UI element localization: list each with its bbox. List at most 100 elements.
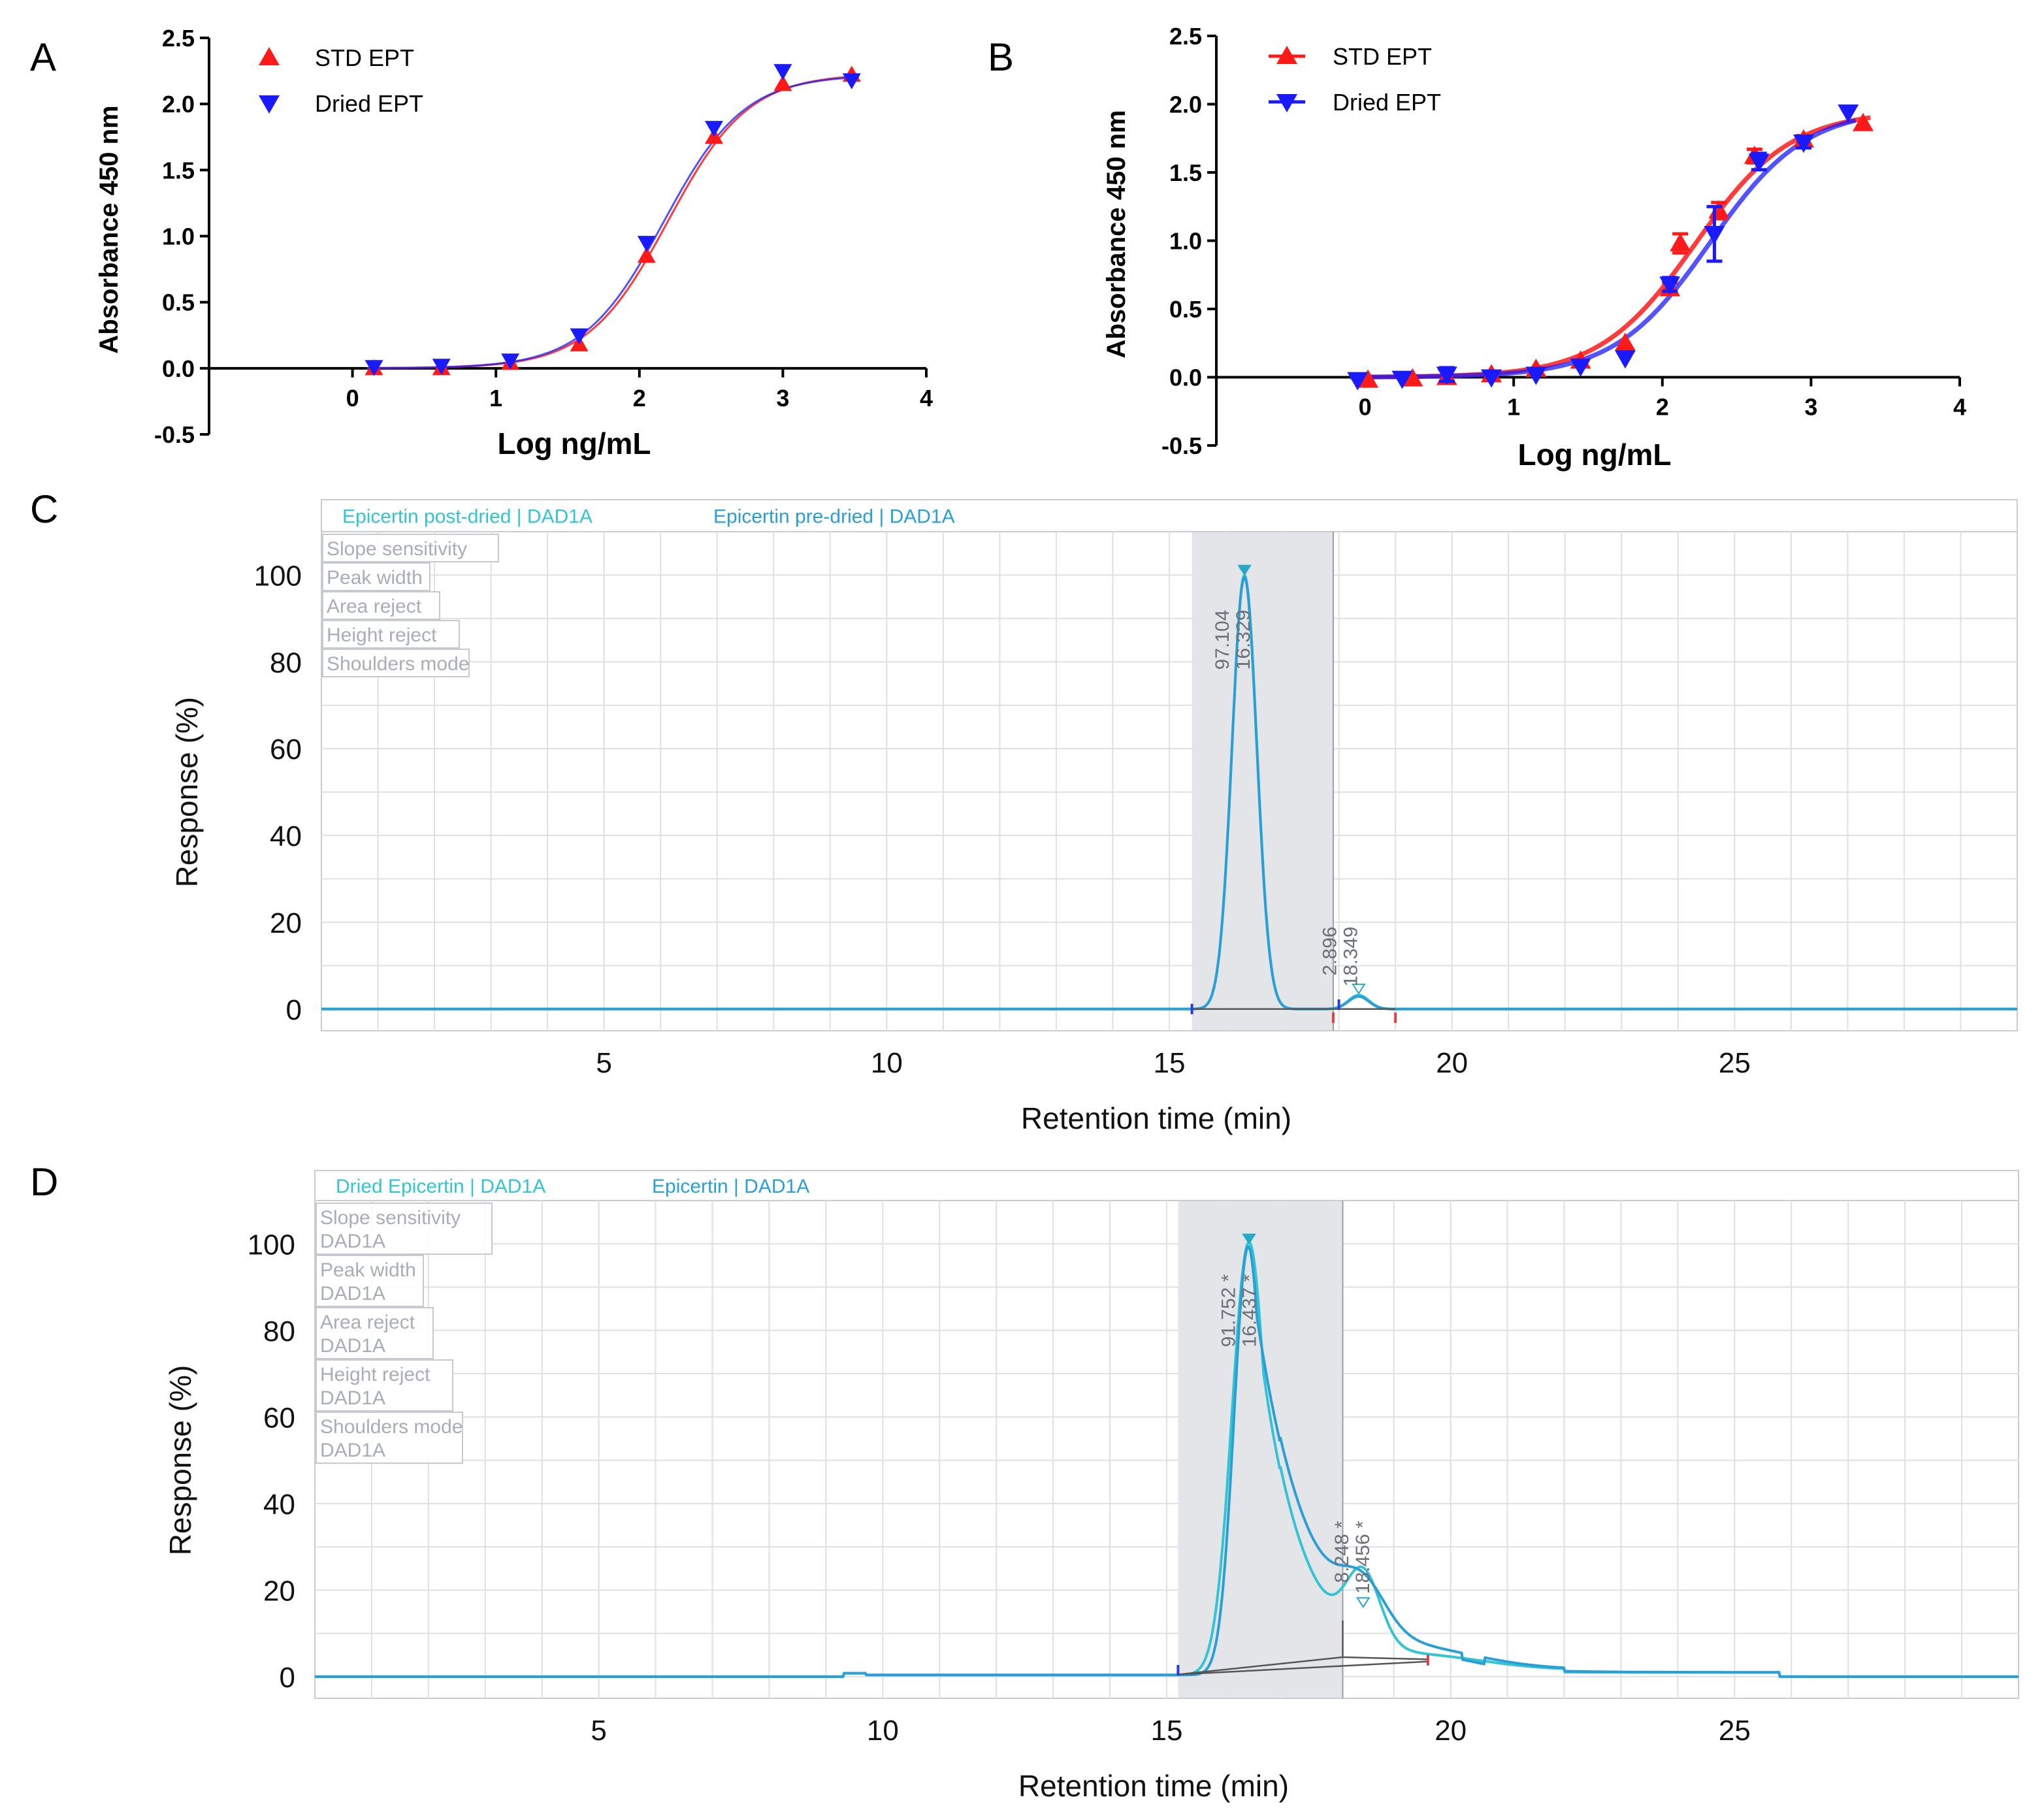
y-tick-label: 2.5 — [1169, 23, 1202, 50]
x-tick-label: 0 — [1359, 394, 1372, 421]
y-tick-label: 80 — [270, 647, 302, 679]
peak-area-label: 2.896 — [1319, 927, 1340, 976]
data-point-dried-ept — [842, 73, 861, 89]
data-point-dried-ept — [1793, 135, 1815, 154]
y-tick-label: 0 — [286, 994, 302, 1026]
y-tick-label: 1.0 — [1169, 228, 1202, 255]
x-tick-label: 5 — [591, 1715, 606, 1747]
x-tick-label: 3 — [776, 385, 789, 412]
y-axis-label: Absorbance 450 nm — [1102, 110, 1131, 358]
integration-param-label: Height reject — [327, 624, 437, 646]
y-axis-label: Response (%) — [170, 697, 204, 887]
peak-rt-label: 16.329 — [1233, 610, 1254, 670]
y-tick-label: 2.5 — [162, 25, 195, 52]
x-tick-label: 3 — [1804, 394, 1817, 421]
legend-label-std-ept: STD EPT — [315, 44, 414, 71]
y-tick-label: 60 — [270, 734, 302, 766]
data-point-dried-ept — [1436, 366, 1457, 385]
y-tick-label: 0.5 — [162, 289, 195, 316]
legend-marker-std-ept — [1276, 46, 1297, 64]
integration-param-label: Area reject — [320, 1312, 415, 1333]
x-tick-label: 20 — [1435, 1715, 1467, 1747]
x-tick-label: 10 — [871, 1047, 903, 1079]
peak-annotation-group: 97.104 16.329 — [1212, 610, 1254, 670]
panel-letter-d: D — [30, 1160, 58, 1204]
x-tick-label: 25 — [1719, 1047, 1751, 1079]
x-tick-label: 0 — [346, 385, 359, 412]
x-axis-label: Retention time (min) — [1021, 1101, 1291, 1135]
integration-param-box — [322, 562, 430, 591]
x-tick-label: 15 — [1151, 1715, 1183, 1747]
integration-param-detector: DAD1A — [320, 1335, 385, 1357]
integration-param-detector: DAD1A — [320, 1387, 385, 1409]
integration-param-box — [322, 620, 460, 649]
integration-param-label: Peak width — [320, 1259, 416, 1281]
peak-apex-marker — [1352, 983, 1366, 995]
legend-label-series-1: Dried Epicertin | DAD1A — [336, 1176, 545, 1197]
integration-param-label: Shoulders mode — [327, 653, 469, 675]
chromatogram-legend-box — [314, 1170, 2019, 1201]
y-tick-label: 1.0 — [162, 223, 195, 250]
legend-label-dried-ept: Dried EPT — [315, 90, 423, 117]
data-point-dried-ept — [570, 328, 589, 345]
integration-window-shade — [1192, 532, 1333, 1030]
integration-param-box — [322, 534, 499, 562]
y-axis-label: Absorbance 450 nm — [95, 105, 123, 353]
y-tick-label: 80 — [263, 1316, 295, 1348]
y-tick-label: 2.0 — [1169, 91, 1202, 118]
y-tick-label: 100 — [248, 1229, 295, 1261]
panel-letter-a: A — [30, 35, 56, 79]
legend-label-std-ept: STD EPT — [1333, 43, 1432, 70]
y-tick-label: 0.0 — [162, 355, 195, 382]
data-point-dried-ept — [1391, 370, 1413, 389]
y-tick-label: 0.5 — [1169, 296, 1202, 323]
data-point-dried-ept — [1481, 369, 1502, 388]
panel-letter-c: C — [30, 487, 58, 531]
x-tick-label: 1 — [1507, 394, 1520, 421]
y-axis-label: Response (%) — [163, 1365, 197, 1555]
integration-baseline — [1178, 1660, 1428, 1675]
integration-param-box — [316, 1412, 463, 1464]
x-axis-label: Log ng/mL — [497, 427, 651, 461]
integration-param-box — [316, 1255, 424, 1307]
data-point-std-ept — [1670, 233, 1691, 251]
x-tick-label: 4 — [920, 385, 933, 412]
y-tick-label: -0.5 — [1161, 432, 1202, 459]
data-point-dried-ept — [1659, 276, 1681, 295]
integration-param-box — [322, 591, 440, 620]
data-point-dried-ept — [1614, 350, 1636, 369]
panel-d-chromatogram: 0 20 40 60 80 100 5 10 15 20 25 Retention time (min… — [163, 1170, 2019, 1803]
legend-marker-dried-ept — [259, 95, 280, 114]
data-point-dried-ept — [637, 236, 656, 252]
x-tick-label: 25 — [1719, 1715, 1751, 1747]
peak-area-label: 8.248 * — [1331, 1521, 1353, 1583]
data-point-dried-ept — [1347, 372, 1369, 391]
y-tick-label: 0 — [280, 1662, 295, 1694]
panel-letter-b: B — [988, 35, 1014, 79]
integration-param-detector: DAD1A — [320, 1231, 385, 1252]
x-tick-label: 2 — [1656, 394, 1669, 421]
data-point-std-ept — [1357, 369, 1379, 388]
data-point-dried-ept — [773, 64, 792, 80]
integration-baseline — [1178, 1656, 1343, 1675]
x-axis-label: Retention time (min) — [1018, 1769, 1289, 1803]
y-tick-label: 60 — [263, 1402, 295, 1434]
x-tick-label: 1 — [489, 385, 502, 412]
legend-marker-std-ept — [259, 47, 280, 65]
y-tick-label: 100 — [254, 560, 302, 592]
peak-annotation-group: 2.896 18.349 — [1319, 927, 1361, 987]
legend-label-dried-ept: Dried EPT — [1333, 89, 1441, 116]
y-tick-label: 20 — [263, 1575, 295, 1607]
y-tick-label: 0.0 — [1169, 364, 1202, 391]
integration-window-shade — [1178, 1201, 1343, 1698]
peak-area-label: 97.104 — [1212, 610, 1233, 670]
legend-label-series-1: Epicertin post-dried | DAD1A — [342, 506, 592, 528]
integration-param-box — [316, 1359, 453, 1412]
integration-param-label: Peak width — [327, 567, 423, 589]
integration-baseline — [1342, 1656, 1428, 1660]
fit-curve-dried-ept — [1350, 118, 1857, 380]
y-tick-label: 40 — [263, 1489, 295, 1521]
x-tick-label: 20 — [1436, 1047, 1468, 1079]
data-point-dried-ept — [1838, 105, 1859, 123]
